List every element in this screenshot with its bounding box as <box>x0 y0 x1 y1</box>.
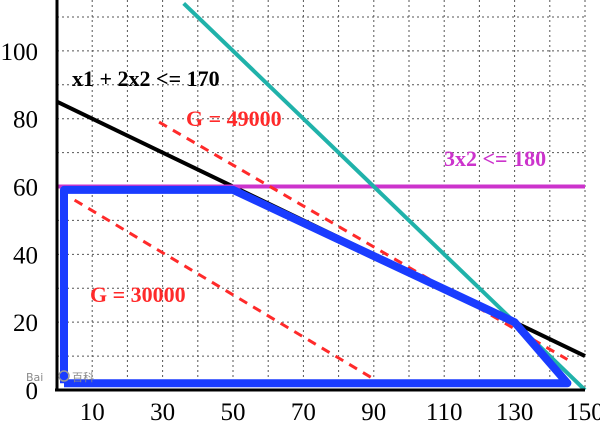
annotation-g-30000: G = 30000 <box>90 282 186 307</box>
annotation-constraint-2: 3x2 <= 180 <box>444 146 546 171</box>
annotation-g-49000: G = 49000 <box>186 106 282 131</box>
series-layer <box>56 1 587 392</box>
tick-labels: 10 30 50 70 90 110 130 150 0 20 40 60 80 100 <box>1 39 600 426</box>
x-tick-label: 70 <box>291 399 316 426</box>
y-tick-label: 60 <box>13 175 38 202</box>
x-tick-label: 30 <box>150 399 175 426</box>
series-line-4 <box>73 198 382 385</box>
watermark-text: 百科 <box>72 370 94 384</box>
y-tick-label: 40 <box>13 242 38 269</box>
y-tick-label: 100 <box>1 39 39 66</box>
series-line-5 <box>60 185 572 388</box>
x-tick-label: 90 <box>361 399 386 426</box>
watermark: Bai 百科 <box>26 370 94 384</box>
y-tick-label: 0 <box>26 378 39 405</box>
y-tick-label: 20 <box>13 310 38 337</box>
annotation-constraint-1: x1 + 2x2 <= 170 <box>72 66 220 91</box>
x-tick-label: 130 <box>496 399 534 426</box>
grid <box>57 0 586 390</box>
y-tick-label: 80 <box>13 107 38 134</box>
x-tick-label: 10 <box>80 399 105 426</box>
x-tick-label: 110 <box>426 399 463 426</box>
x-tick-label: 50 <box>221 399 246 426</box>
axes <box>55 0 585 392</box>
watermark-brand: Bai <box>26 371 43 384</box>
watermark-paw-icon <box>58 370 70 382</box>
x-tick-label: 150 <box>566 399 600 426</box>
